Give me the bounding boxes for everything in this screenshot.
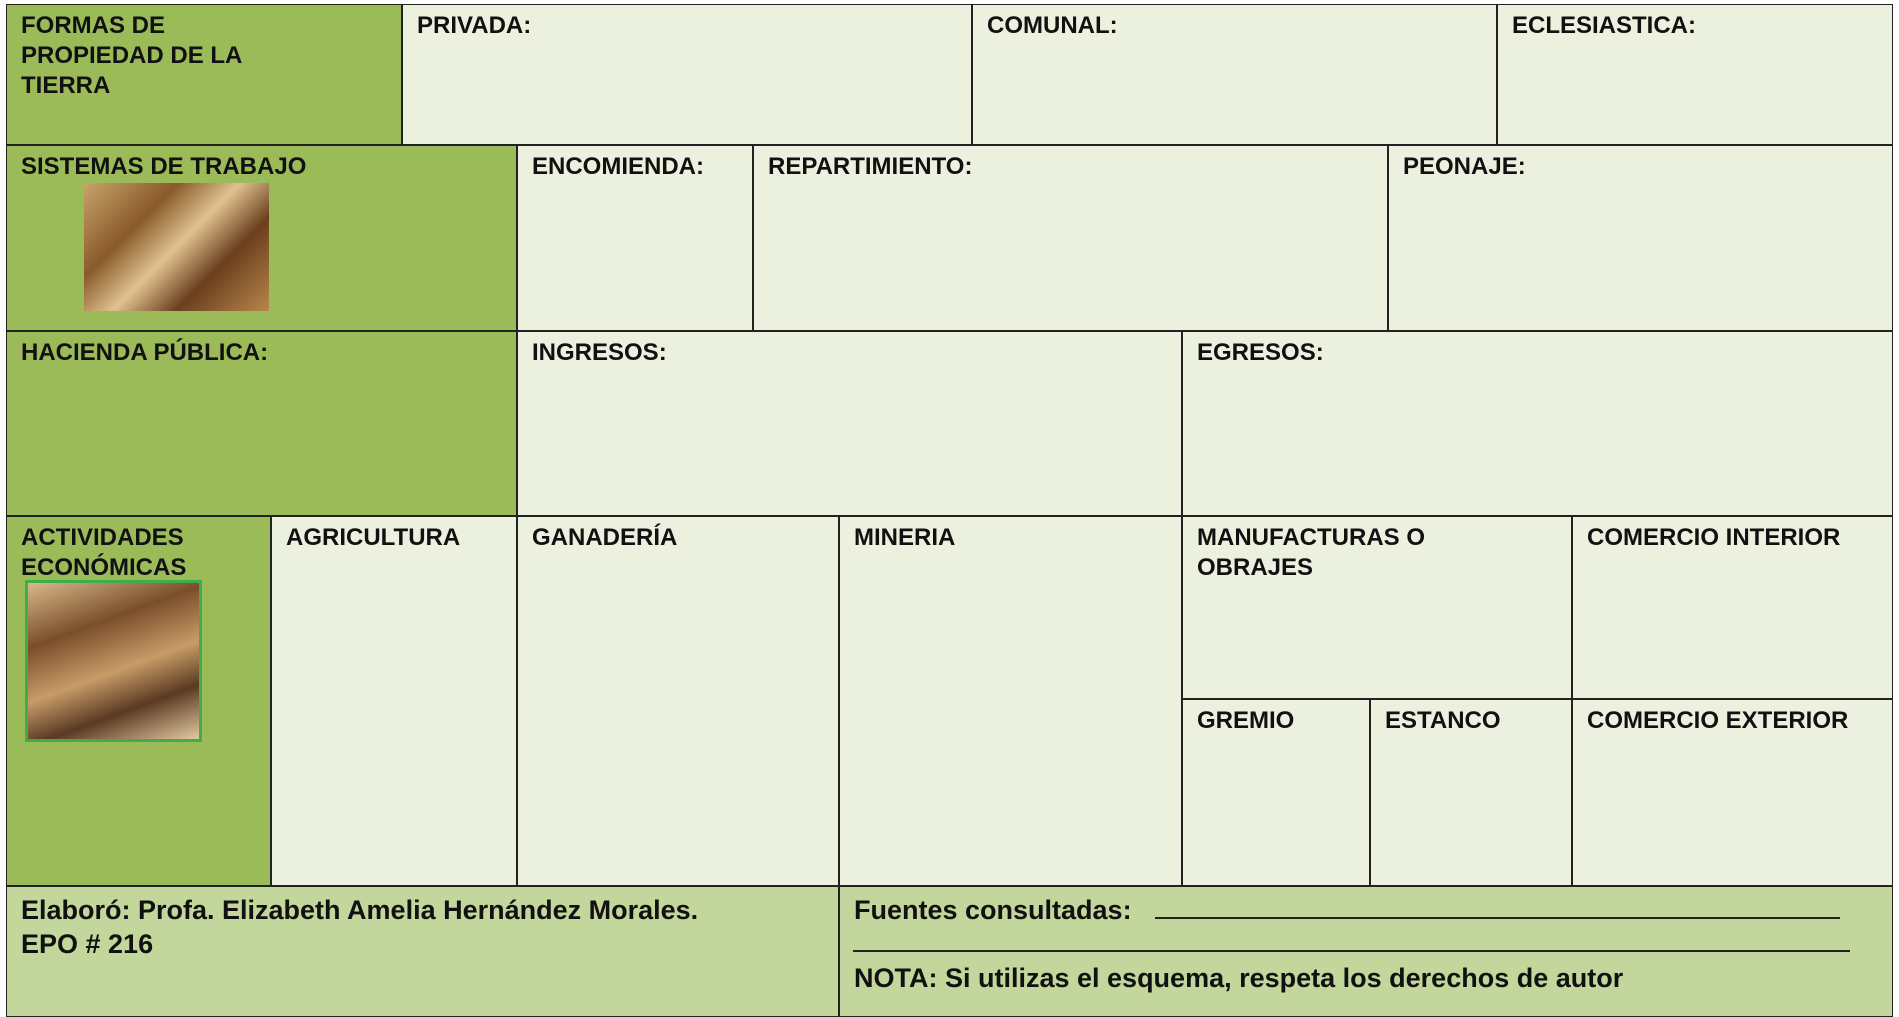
table-cell: COMERCIO INTERIOR xyxy=(1572,516,1893,699)
cell-label: HACIENDA PÚBLICA: xyxy=(21,339,269,366)
cell-label: ENCOMIENDA: xyxy=(532,153,704,180)
cell-label: PEONAJE: xyxy=(1403,153,1526,180)
table-cell: EGRESOS: xyxy=(1182,331,1893,516)
table-cell: ECLESIASTICA: xyxy=(1497,4,1893,145)
table-cell: GANADERÍA xyxy=(517,516,839,886)
cell-label: GREMIO xyxy=(1197,707,1295,734)
table-cell: REPARTIMIENTO: xyxy=(753,145,1388,331)
author-line: EPO # 216 xyxy=(21,929,154,959)
cell-label: REPARTIMIENTO: xyxy=(768,153,973,180)
sources-underline xyxy=(1155,885,1840,919)
table-cell: FORMAS DE PROPIEDAD DE LA TIERRA xyxy=(6,4,402,145)
table-cell: PRIVADA: xyxy=(402,4,972,145)
table-cell: INGRESOS: xyxy=(517,331,1182,516)
cell-label: ESTANCO xyxy=(1385,707,1501,734)
cell-label: MINERIA xyxy=(854,524,956,551)
illustration xyxy=(84,183,269,311)
table-cell: HACIENDA PÚBLICA: xyxy=(6,331,517,516)
author-line: Elaboró: Profa. Elizabeth Amelia Hernánd… xyxy=(21,895,699,925)
cell-label: INGRESOS: xyxy=(532,339,667,366)
cell-label: GANADERÍA xyxy=(532,524,678,551)
cell-label: ACTIVIDADES ECONÓMICAS xyxy=(21,524,187,581)
cell-label: EGRESOS: xyxy=(1197,339,1324,366)
cell-label: COMERCIO EXTERIOR xyxy=(1587,707,1849,734)
cell-label: MANUFACTURAS O OBRAJES xyxy=(1197,524,1425,581)
cell-label: SISTEMAS DE TRABAJO xyxy=(21,153,307,180)
note: NOTA: Si utilizas el esquema, respeta lo… xyxy=(854,963,1624,993)
table-cell: PEONAJE: xyxy=(1388,145,1893,331)
cell-label: COMUNAL: xyxy=(987,12,1118,39)
sources-label: Fuentes consultadas: xyxy=(854,895,1132,925)
table-cell: AGRICULTURA xyxy=(271,516,517,886)
table-cell: MANUFACTURAS O OBRAJES xyxy=(1182,516,1572,699)
footer-author-cell: Elaboró: Profa. Elizabeth Amelia Hernánd… xyxy=(6,886,839,1017)
table-cell: COMERCIO EXTERIOR xyxy=(1572,699,1893,886)
illustration xyxy=(25,580,202,742)
table-cell: ESTANCO xyxy=(1370,699,1572,886)
table-cell: GREMIO xyxy=(1182,699,1370,886)
cell-label: ECLESIASTICA: xyxy=(1512,12,1697,39)
sources-block: Fuentes consultadas: xyxy=(854,893,1878,961)
cell-label: FORMAS DE PROPIEDAD DE LA TIERRA xyxy=(21,12,242,99)
table-cell: ENCOMIENDA: xyxy=(517,145,753,331)
cell-label: COMERCIO INTERIOR xyxy=(1587,524,1841,551)
sources-underline xyxy=(853,925,1850,952)
cell-label: AGRICULTURA xyxy=(286,524,461,551)
table-cell: MINERIA xyxy=(839,516,1182,886)
table-cell: COMUNAL: xyxy=(972,4,1497,145)
cell-label: PRIVADA: xyxy=(417,12,532,39)
